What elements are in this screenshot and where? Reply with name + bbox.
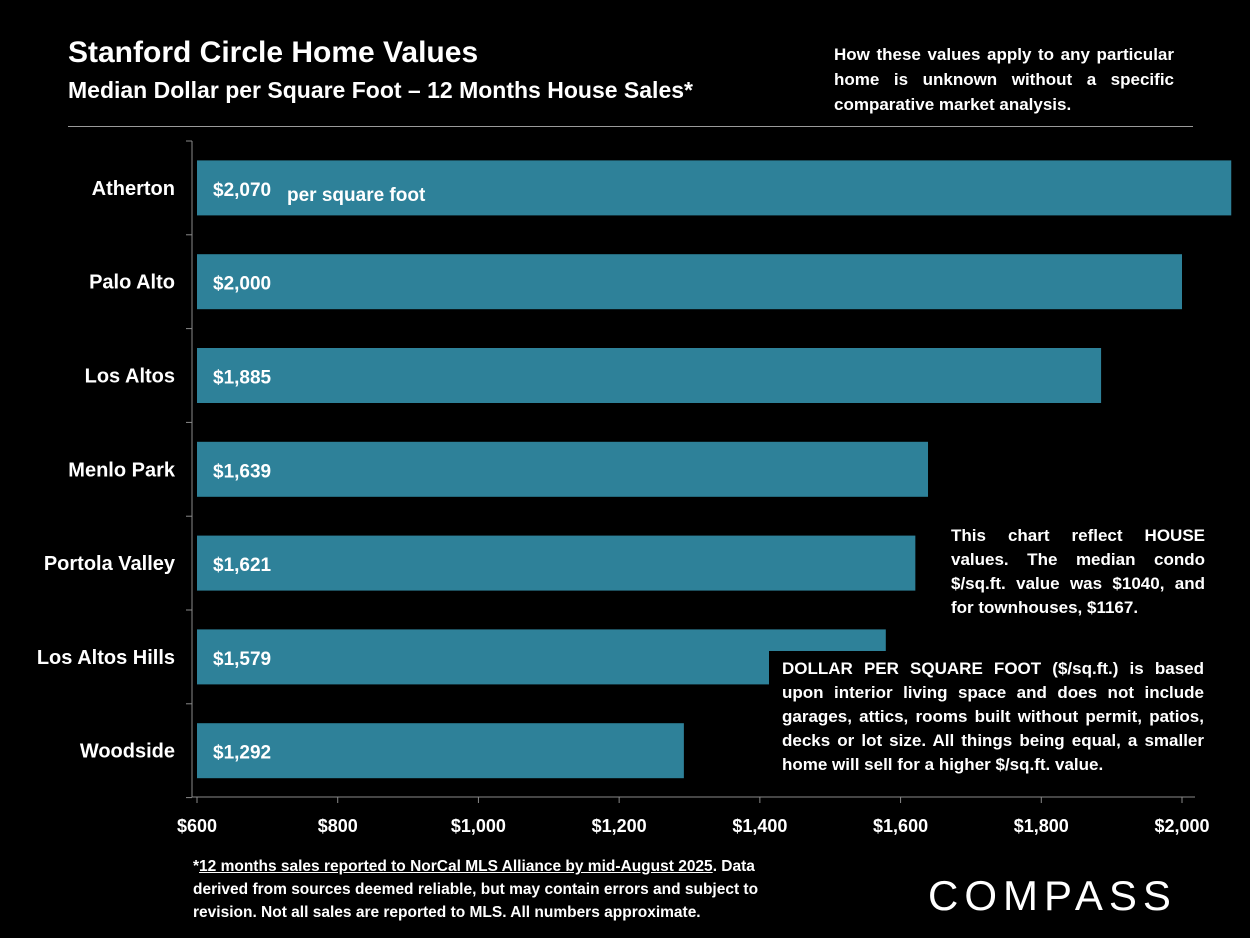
bar-los-altos <box>197 348 1102 403</box>
category-label: Los Altos Hills <box>37 647 175 669</box>
category-label: Menlo Park <box>68 459 176 481</box>
footnote-text: . Data derived from sources deemed relia… <box>193 858 759 921</box>
category-label: Woodside <box>80 741 175 763</box>
x-tick-label: $1,200 <box>592 816 647 836</box>
x-tick-label: $800 <box>318 816 358 836</box>
bar-menlo-park <box>197 441 929 497</box>
compass-logo: COMPASS <box>928 872 1177 919</box>
chart-title: Stanford Circle Home Values <box>68 36 479 69</box>
header-divider <box>68 126 1193 127</box>
data-label: $2,070 <box>213 180 271 201</box>
data-label-unit: per square foot <box>287 185 426 206</box>
x-tick-label: $1,400 <box>732 816 787 836</box>
data-label: $1,885 <box>213 368 272 389</box>
footnote-source-link: 12 months sales reported to NorCal MLS A… <box>199 858 713 875</box>
data-label: $1,639 <box>213 461 271 482</box>
x-tick-label: $600 <box>177 816 217 836</box>
data-label: $2,000 <box>213 274 271 295</box>
bar-palo-alto <box>197 254 1182 310</box>
bar-portola-valley <box>197 535 916 591</box>
category-label: Portola Valley <box>44 553 176 575</box>
x-tick-label: $1,600 <box>873 816 928 836</box>
chart-subtitle: Median Dollar per Square Foot – 12 Month… <box>68 77 693 103</box>
x-tick-label: $1,800 <box>1014 816 1069 836</box>
bar-woodside <box>197 723 684 779</box>
bar-atherton <box>197 160 1232 216</box>
category-label: Los Altos <box>85 366 175 388</box>
data-label: $1,621 <box>213 555 272 576</box>
data-label: $1,292 <box>213 743 271 764</box>
definition-note: DOLLAR PER SQUARE FOOT ($/sq.ft.) is bas… <box>769 651 1207 783</box>
x-tick-label: $1,000 <box>451 816 506 836</box>
category-label: Atherton <box>92 178 175 200</box>
disclaimer-note: How these values apply to any particular… <box>834 45 1174 114</box>
footnote: *12 months sales reported to NorCal MLS … <box>193 855 813 924</box>
category-label: Palo Alto <box>89 272 175 294</box>
house-values-note: This chart reflect HOUSE values. The med… <box>951 526 1205 617</box>
data-label: $1,579 <box>213 649 271 670</box>
x-tick-label: $2,000 <box>1154 816 1209 836</box>
footnote-asterisk: * <box>193 858 200 875</box>
